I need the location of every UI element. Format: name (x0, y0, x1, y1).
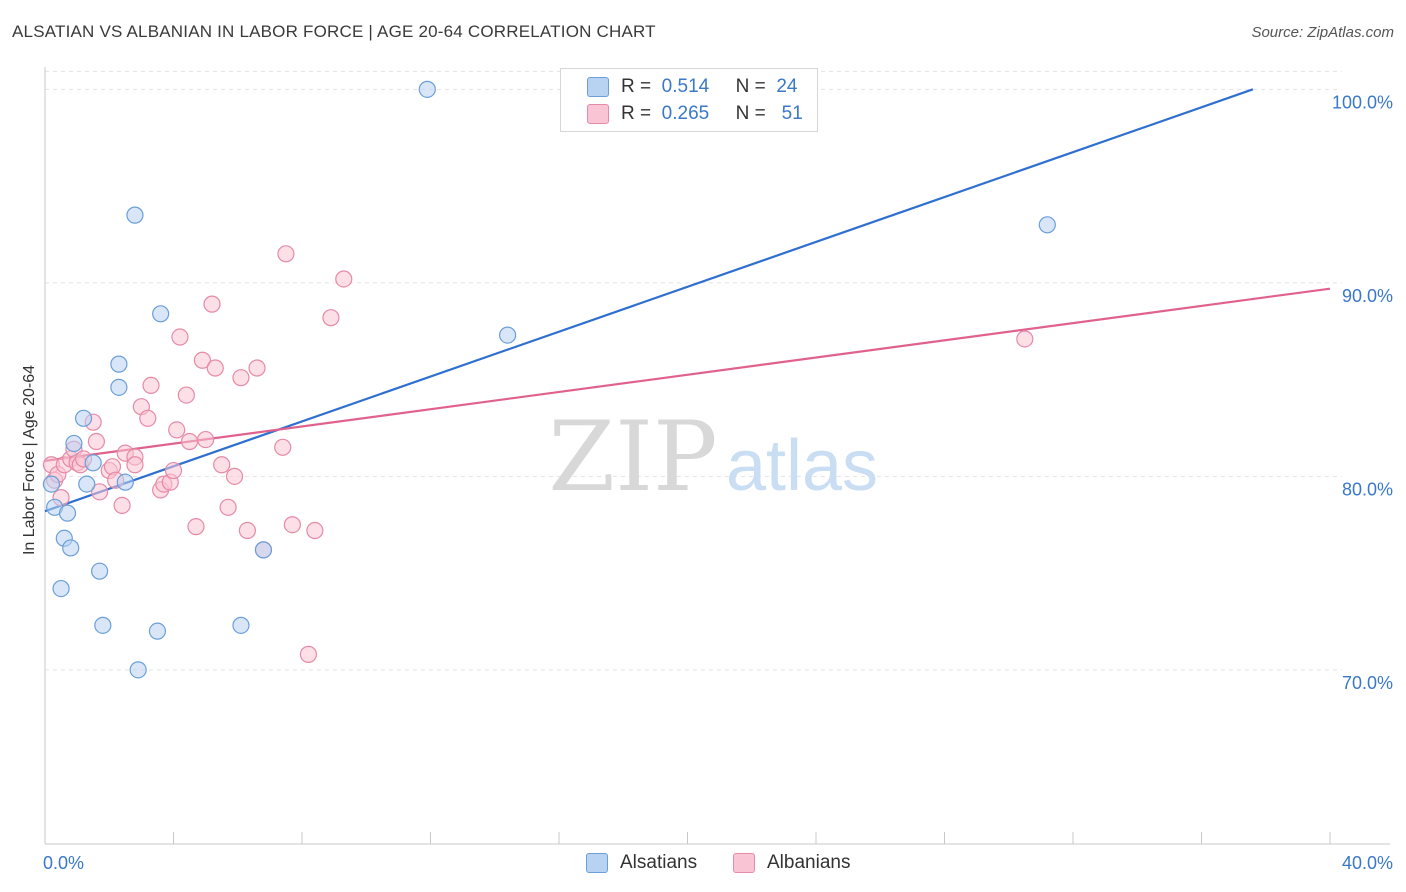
albanian-point (87, 432, 106, 451)
albanian-point (299, 645, 318, 663)
legend-label-albanians: Albanians (767, 852, 851, 873)
n-label: N = (735, 103, 766, 124)
albanian-point (238, 521, 256, 540)
watermark-atlas: atlas (726, 426, 878, 506)
legend-label-alsatians: Alsatians (620, 852, 698, 873)
x-tick-label: 40.0% (1342, 853, 1393, 873)
albanian-point (177, 386, 195, 404)
source-credit: Source: ZipAtlas.com (1251, 24, 1394, 41)
chart-title: ALSATIAN VS ALBANIAN IN LABOR FORCE | AG… (12, 22, 656, 41)
r-label: R = (621, 76, 652, 97)
alsatian-point (42, 475, 61, 493)
albanian-point (1016, 330, 1034, 348)
legend-swatch-blue (587, 77, 609, 97)
stats-legend: R = 0.514 N = 24 R = 0.265 N = 51 (560, 68, 818, 132)
n-label: N = (735, 76, 766, 97)
watermark-zip: ZIP (548, 401, 717, 513)
alsatian-point (1038, 216, 1056, 234)
albanian-point (274, 438, 292, 456)
albanian-point (225, 467, 244, 485)
albanian-point (322, 309, 340, 327)
albanian-point (91, 483, 109, 501)
alsatian-point (74, 409, 93, 427)
alsatian-point (94, 616, 112, 634)
n-value: 51 (781, 103, 803, 124)
legend-item-albanians: Albanians (733, 852, 850, 874)
legend-swatch-pink (587, 104, 609, 124)
legend-item-alsatians: Alsatians (586, 852, 697, 874)
alsatian-point (58, 504, 77, 522)
r-label: R = (621, 103, 652, 124)
alsatian-point (129, 661, 147, 679)
alsatian-point (116, 473, 134, 491)
legend-row-albanians: R = 0.265 N = 51 (587, 102, 803, 126)
r-value: 0.514 (661, 76, 710, 97)
albanian-point (248, 359, 266, 377)
data-points (42, 80, 1056, 679)
albanian-point (206, 359, 224, 377)
alsatian-point (418, 80, 436, 98)
albanian-point (283, 516, 301, 534)
r-value: 0.265 (661, 103, 710, 124)
alsatian-point (91, 562, 109, 580)
x-tick-label: 0.0% (43, 853, 84, 873)
alsatian-trend-line (44, 88, 1254, 513)
albanian-point (203, 295, 221, 313)
alsatian-point (110, 378, 128, 396)
trend-lines (44, 88, 1331, 513)
legend-row-alsatians: R = 0.514 N = 24 (587, 75, 797, 99)
alsatian-point (126, 206, 144, 224)
alsatian-point (62, 539, 80, 557)
alsatian-point (148, 622, 167, 640)
albanian-point (126, 456, 144, 474)
alsatian-point (78, 475, 96, 493)
albanian-point (193, 351, 212, 369)
alsatian-point (254, 541, 273, 559)
n-value: 24 (776, 76, 798, 97)
alsatian-point (152, 305, 170, 323)
legend-swatch-blue (586, 853, 608, 873)
watermark: ZIP atlas (548, 401, 878, 513)
albanian-point (139, 409, 157, 427)
y-tick-label: 80.0% (1342, 479, 1393, 499)
albanian-point (187, 518, 205, 536)
albanian-point (113, 496, 131, 514)
alsatian-point (84, 454, 102, 472)
alsatian-point (499, 326, 517, 344)
albanian-trend-line (44, 287, 1331, 462)
albanian-point (213, 456, 231, 474)
y-tick-label: 90.0% (1342, 286, 1393, 306)
albanian-point (180, 432, 199, 451)
alsatian-point (110, 355, 128, 373)
albanian-point (306, 521, 324, 540)
axes (44, 67, 1390, 845)
alsatian-point (52, 579, 70, 598)
albanian-point (335, 270, 353, 288)
legend-swatch-pink (733, 853, 755, 873)
albanian-point (164, 461, 183, 480)
y-tick-label: 100.0% (1332, 92, 1393, 112)
alsatian-point (65, 434, 83, 453)
alsatian-point (232, 616, 250, 634)
y-tick-label: 70.0% (1342, 673, 1393, 693)
albanian-point (168, 421, 186, 439)
albanian-point (197, 430, 215, 449)
tick-labels: 70.0% 80.0% 90.0% 100.0% 0.0% 40.0% (43, 92, 1393, 873)
albanian-point (171, 328, 189, 346)
albanian-point (232, 369, 250, 387)
albanian-point (219, 498, 237, 516)
albanian-point (142, 376, 160, 395)
albanian-point (277, 245, 295, 263)
